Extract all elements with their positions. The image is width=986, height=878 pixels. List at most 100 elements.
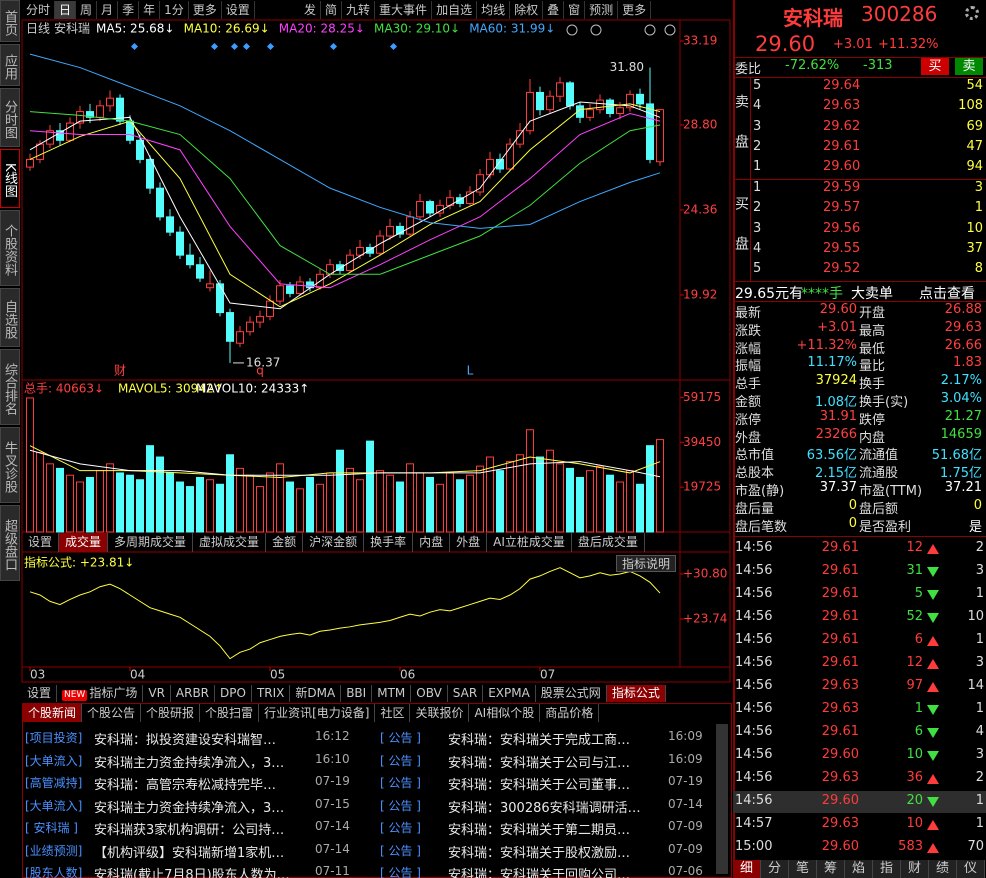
settings-icon[interactable] [965,6,979,20]
indicator-tab[interactable]: DPO [215,685,252,702]
side-tab[interactable]: 首页 [0,0,20,42]
toolbar-item[interactable]: 月 [97,1,119,19]
quote-tab[interactable]: 财 [901,860,929,878]
indicator-tab[interactable]: TRIX [252,685,291,702]
news-tag[interactable]: [业绩预测] [25,843,83,858]
indicator-tab[interactable]: OBV [411,685,448,702]
news-title[interactable]: 安科瑞：安科瑞关于公司与江… [448,755,631,771]
toolbar-item[interactable]: 周 [76,1,98,19]
quote-tab[interactable]: 细 [733,860,761,878]
news-tab[interactable]: 个股扫雷 [200,704,260,722]
toolbar-item[interactable]: 季 [118,1,140,19]
side-tab[interactable]: 分时图 [0,88,20,147]
toolbar-item[interactable]: 窗 [564,1,586,19]
news-tag[interactable]: [ 公告 ] [380,776,421,790]
toolbar-item[interactable]: 简 [321,1,343,19]
toolbar-icons[interactable] [566,24,676,36]
toolbar-item[interactable]: 重大事件 [375,1,433,19]
indicator-tab[interactable]: EXPMA [483,685,536,702]
indicator-tab[interactable]: 股票公式网 [536,685,607,702]
news-title[interactable]: 安科瑞：300286安科瑞调研活… [448,800,641,816]
quote-tab[interactable]: 筹 [817,860,845,878]
toolbar-item[interactable]: 预测 [585,1,619,19]
quote-tab[interactable]: 绩 [929,860,957,878]
side-tab[interactable]: 超级盘口 [0,505,20,581]
news-tag[interactable]: [大单流入] [25,753,83,768]
news-title[interactable]: 安科瑞：拟投资建设安科瑞智… [94,733,277,748]
news-tab[interactable]: AI相似个股 [469,704,541,722]
news-title[interactable]: 安科瑞：高管宗寿松减持完毕… [94,778,277,793]
sell-button[interactable]: 卖 [955,58,983,75]
news-tag[interactable]: [ 公告 ] [380,731,421,745]
news-tag[interactable]: [ 公告 ] [380,753,421,768]
news-title[interactable]: 安科瑞(截止7月8日)股东人数为… [94,868,290,878]
toolbar-item[interactable]: 设置 [222,1,255,19]
news-tag[interactable]: [项目投资] [25,731,83,745]
news-title[interactable]: 安科瑞主力资金持续净流入，3… [94,755,285,771]
side-tab[interactable]: K线图 [0,149,20,208]
toolbar-item[interactable]: 年 [139,1,161,19]
volume-tab[interactable]: 内盘 [413,533,451,552]
side-tab[interactable]: 牛叉诊股 [0,427,20,503]
volume-tab[interactable]: 虚拟成交量 [193,533,267,552]
side-tab[interactable]: 综合排名 [0,349,20,425]
toolbar-item[interactable]: 叠 [543,1,565,19]
toolbar-item[interactable]: 除权 [510,1,544,19]
news-tag[interactable]: [ 安科瑞 ] [25,821,78,835]
volume-tab[interactable]: 沪深金额 [303,533,365,552]
side-tab[interactable]: 个股资料 [0,210,20,286]
indicator-tab[interactable]: 指标公式 [606,685,666,702]
news-title[interactable]: 安科瑞主力资金持续净流入，3… [94,800,285,816]
quote-tab[interactable]: 笔 [789,860,817,878]
volume-tab[interactable]: 金额 [266,533,304,552]
news-tag[interactable]: [高管减持] [25,776,83,790]
toolbar-item[interactable]: 九转 [342,1,376,19]
news-tab[interactable]: 商品价格 [540,704,600,722]
news-title[interactable]: 安科瑞：安科瑞关于回购公司… [448,868,631,878]
indicator-tab[interactable]: ARBR [171,685,216,702]
side-tab[interactable]: 自选股 [0,288,20,347]
news-title[interactable]: 安科瑞：安科瑞关于公司董事… [448,778,631,793]
volume-tab[interactable]: 多周期成交量 [108,533,194,552]
news-tab[interactable]: 行业资讯[电力设备] [259,704,376,722]
news-title[interactable]: 安科瑞获3家机构调研：公司持… [94,823,285,838]
side-tab[interactable]: 应用 [0,44,20,86]
volume-tab[interactable]: 盘后成交量 [572,533,645,552]
toolbar-item[interactable]: 分时 [22,1,56,19]
quote-tab[interactable]: 焰 [845,860,873,878]
toolbar-item[interactable]: 发 [300,1,322,19]
news-title[interactable]: 安科瑞：安科瑞关于第二期员… [448,823,631,838]
news-tag[interactable]: [ 公告 ] [380,866,421,878]
news-tag[interactable]: [ 公告 ] [380,821,421,835]
toolbar-item[interactable]: 更多 [618,1,652,19]
news-tag[interactable]: [股东人数] [25,866,83,878]
indicator-help[interactable]: 指标说明 [616,555,676,572]
toolbar-item[interactable]: 日 [55,1,77,19]
news-tab[interactable]: 关联报价 [410,704,470,722]
indicator-tab[interactable]: SAR [448,685,484,702]
toolbar-item[interactable]: 均线 [477,1,511,19]
big-order[interactable]: 点击查看 [919,286,975,302]
news-tab[interactable]: 个股新闻 [23,704,83,722]
buy-button[interactable]: 买 [921,58,949,75]
toolbar-item[interactable]: 加自选 [432,1,478,19]
indicator-tab[interactable]: VR [143,685,171,702]
news-tag[interactable]: [ 公告 ] [380,843,421,858]
volume-tab[interactable]: 换手率 [364,533,414,552]
news-title[interactable]: 安科瑞：安科瑞关于完成工商… [448,733,631,748]
news-title[interactable]: 安科瑞：安科瑞关于股权激励… [448,845,631,861]
indicator-tab[interactable]: 设置 [22,685,58,702]
quote-tab[interactable]: 分 [761,860,789,878]
volume-tab[interactable]: 成交量 [59,533,109,552]
indicator-tab[interactable]: BBI [341,685,373,702]
news-tag[interactable]: [大单流入] [25,798,83,813]
news-scrollbar[interactable] [716,724,728,874]
quote-tab[interactable]: 指 [873,860,901,878]
news-tab[interactable]: 个股公告 [82,704,142,722]
news-title[interactable]: 【机构评级】安科瑞新增1家机… [94,845,285,861]
news-tab[interactable]: 个股研报 [141,704,201,722]
indicator-tab[interactable]: MTM [372,685,412,702]
toolbar-item[interactable]: 1分 [160,1,189,19]
volume-tab[interactable]: 设置 [22,533,60,552]
news-tag[interactable]: [ 公告 ] [380,798,421,813]
